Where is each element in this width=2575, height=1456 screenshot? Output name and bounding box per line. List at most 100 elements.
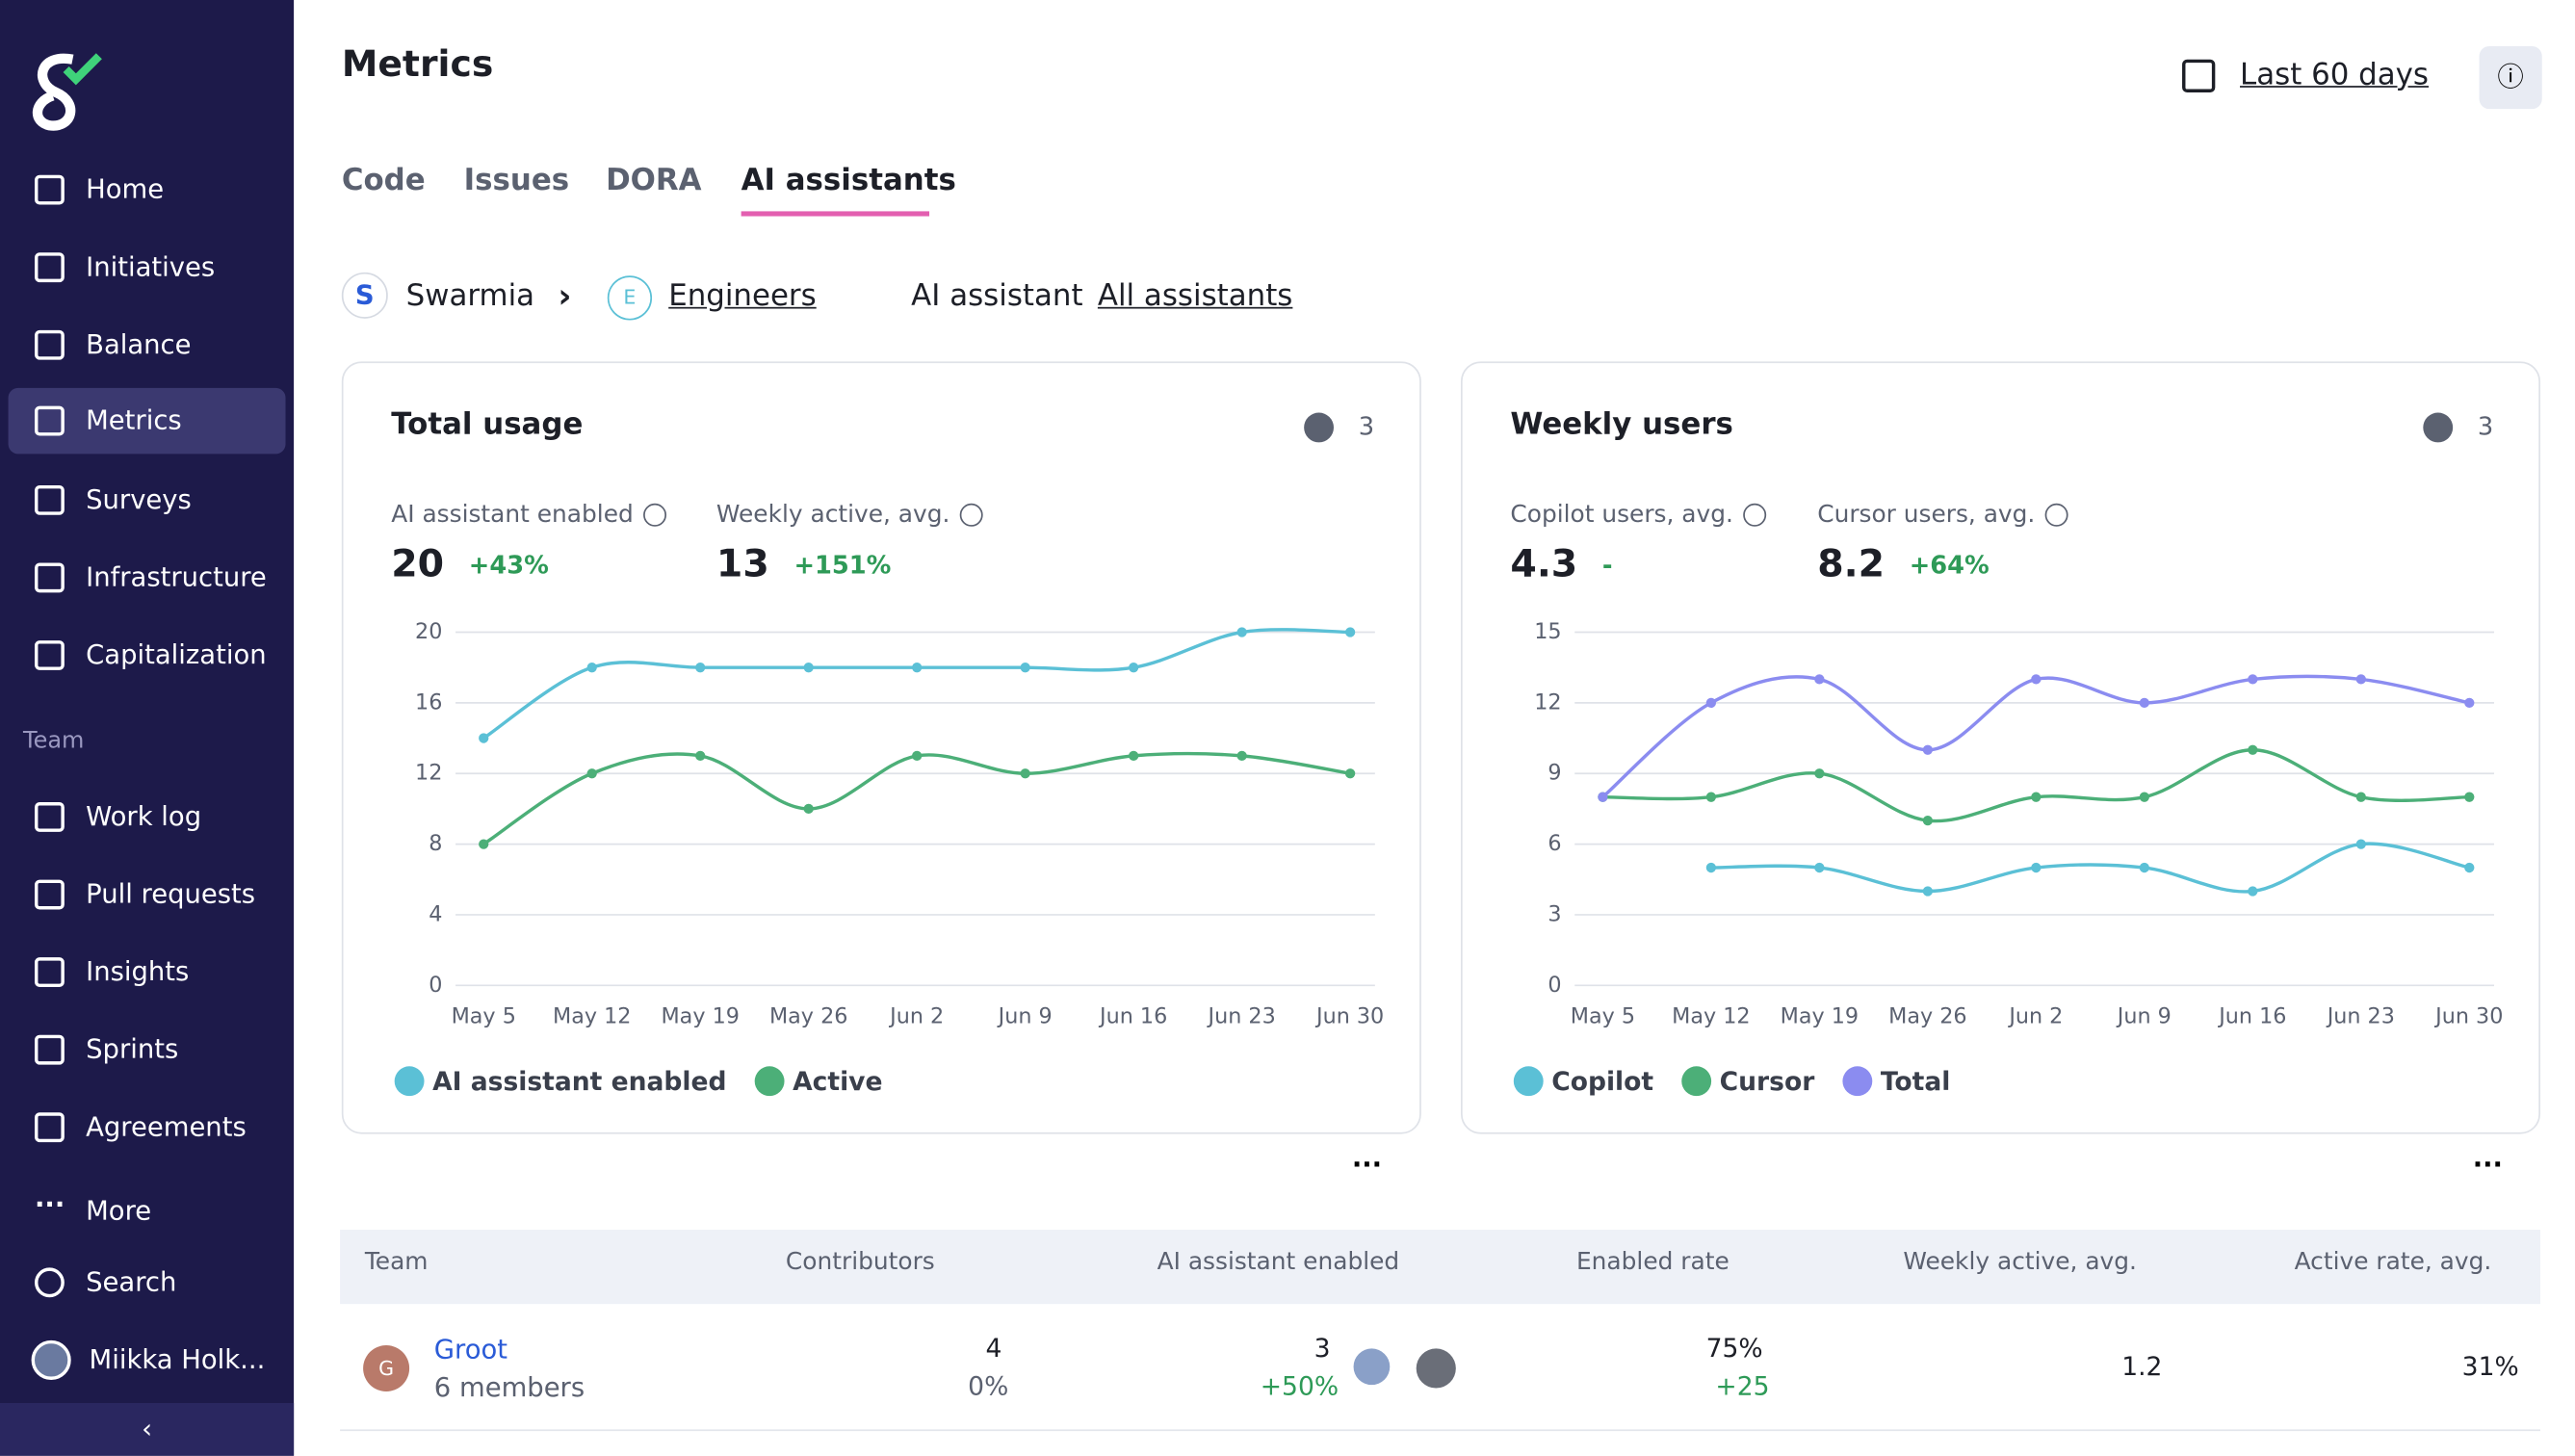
data-point (1129, 750, 1139, 762)
nav-label[interactable]: Balance (86, 328, 192, 360)
stat-label: Weekly active, avg. (716, 500, 949, 528)
nav-item[interactable]: Infrastructure (9, 545, 286, 611)
x-tick-label: Jun 16 (1098, 1003, 1167, 1028)
cell: 1.2 (2121, 1351, 2163, 1382)
stat-change: +43% (469, 551, 549, 580)
nav-label[interactable]: Metrics (86, 403, 182, 436)
data-point (2355, 792, 2366, 802)
data-point (1020, 768, 1030, 779)
nav-item[interactable]: Surveys (9, 467, 286, 533)
series-line (482, 628, 1351, 740)
cell: 75% (1705, 1333, 1763, 1364)
nav-label[interactable]: More (86, 1195, 152, 1227)
team-select[interactable]: Engineers (668, 278, 817, 314)
nav-item[interactable]: Initiatives (9, 234, 286, 300)
breadcrumb-arrow: › (558, 275, 572, 316)
user-avatar (1353, 1348, 1391, 1386)
nav-item[interactable]: Home (9, 157, 286, 223)
x-tick-label: May 19 (1781, 1003, 1859, 1028)
page-title: Metrics (341, 44, 494, 87)
stat-change: - (1602, 551, 1613, 580)
team-link[interactable]: Groot (433, 1333, 508, 1365)
nav-label[interactable]: Initiatives (86, 250, 216, 283)
nav-item[interactable]: ··· More (9, 1179, 286, 1245)
x-tick-label: May 26 (1888, 1003, 1966, 1028)
y-tick-label: 12 (1534, 689, 1561, 715)
data-point (803, 803, 814, 815)
info-button[interactable]: ⓘ (2479, 45, 2542, 110)
badge-icon (2423, 412, 2454, 443)
nav-item[interactable]: Sprints (9, 1017, 286, 1083)
nav-item[interactable]: Balance (9, 312, 286, 378)
collapse-button[interactable]: ‹ (0, 1402, 295, 1456)
org-name[interactable]: Swarmia (405, 278, 535, 314)
nav-label[interactable]: Sprints (86, 1033, 179, 1065)
cell: 3 (1314, 1333, 1331, 1364)
legend-swatch (754, 1066, 785, 1097)
more-menu[interactable]: ··· (1351, 1149, 1383, 1181)
nav-label[interactable]: Surveys (86, 483, 192, 515)
legend-label: Active (793, 1067, 882, 1097)
data-point (1705, 862, 1717, 873)
x-tick-label: May 12 (1672, 1003, 1750, 1028)
info-icon (959, 503, 983, 527)
tab[interactable]: Issues (463, 163, 570, 198)
tab[interactable]: DORA (606, 163, 702, 198)
filter-label: AI assistant (911, 278, 1083, 314)
nav-item[interactable]: Work log (9, 784, 286, 850)
nav-label[interactable]: Infrastructure (86, 560, 267, 593)
column-header: Enabled rate (1575, 1249, 1730, 1276)
nav-label[interactable]: Capitalization (86, 638, 267, 670)
data-point (2248, 674, 2258, 685)
data-point (2248, 886, 2258, 897)
chart: Weekly users 3 Copilot users, avg. 4.3 - Curs… (1510, 407, 2503, 1097)
nav-label[interactable]: Search (86, 1265, 177, 1298)
nav-label[interactable]: Home (86, 172, 165, 205)
nav-label[interactable]: Insights (86, 955, 190, 988)
org-icon: S (341, 272, 388, 319)
logo (32, 53, 102, 131)
nav-item[interactable]: Agreements (9, 1094, 286, 1160)
calendar-icon (2182, 59, 2216, 92)
stat-value: 4.3 (1510, 541, 1577, 585)
y-tick-label: 20 (415, 619, 442, 644)
tab[interactable]: Code (341, 163, 426, 198)
series-line (1601, 674, 2470, 798)
column-header[interactable]: AI assistant enabled (1157, 1249, 1400, 1276)
x-tick-label: Jun 9 (997, 1003, 1053, 1028)
x-tick-label: Jun 2 (888, 1003, 944, 1028)
assistant-select[interactable]: All assistants (1097, 278, 1293, 314)
data-point (1344, 627, 1356, 637)
chart-title: Weekly users (1510, 407, 1733, 442)
nav-label[interactable]: Pull requests (86, 877, 256, 910)
x-tick-label: May 5 (452, 1003, 516, 1028)
nav-item[interactable]: Pull requests (9, 862, 286, 928)
sidebar: Home Initiatives Balance Metrics Surveys… (0, 0, 295, 1456)
badge-count: 3 (2478, 412, 2493, 441)
section-label: Team (22, 727, 85, 755)
column-header[interactable]: Contributors (785, 1249, 935, 1276)
column-header: Active rate, avg. (2294, 1249, 2492, 1276)
nav-item[interactable]: Search (9, 1250, 286, 1316)
nav-item[interactable]: Miikka Holk... (9, 1327, 286, 1393)
more-menu[interactable]: ··· (2472, 1149, 2503, 1181)
data-point (803, 663, 814, 673)
y-tick-label: 3 (1548, 901, 1561, 926)
nav-item[interactable]: Insights (9, 939, 286, 1005)
x-tick-label: May 19 (661, 1003, 739, 1028)
legend-swatch (394, 1066, 425, 1097)
info-icon (2044, 503, 2068, 527)
y-tick-label: 0 (1548, 973, 1561, 998)
date-range[interactable]: Last 60 days (2240, 57, 2430, 92)
team-avatar: G (363, 1344, 410, 1391)
info-icon (643, 503, 667, 527)
y-tick-label: 12 (415, 761, 442, 786)
nav-label[interactable]: Agreements (86, 1110, 247, 1143)
nav-item-active[interactable]: Metrics (8, 387, 286, 455)
user-name[interactable]: Miikka Holk... (89, 1343, 266, 1375)
data-point (695, 750, 706, 762)
tab-active[interactable]: AI assistants (741, 163, 956, 198)
nav-label[interactable]: Work log (86, 800, 202, 832)
nav-item[interactable]: Capitalization (9, 622, 286, 689)
stat-label: Cursor users, avg. (1817, 500, 2035, 528)
